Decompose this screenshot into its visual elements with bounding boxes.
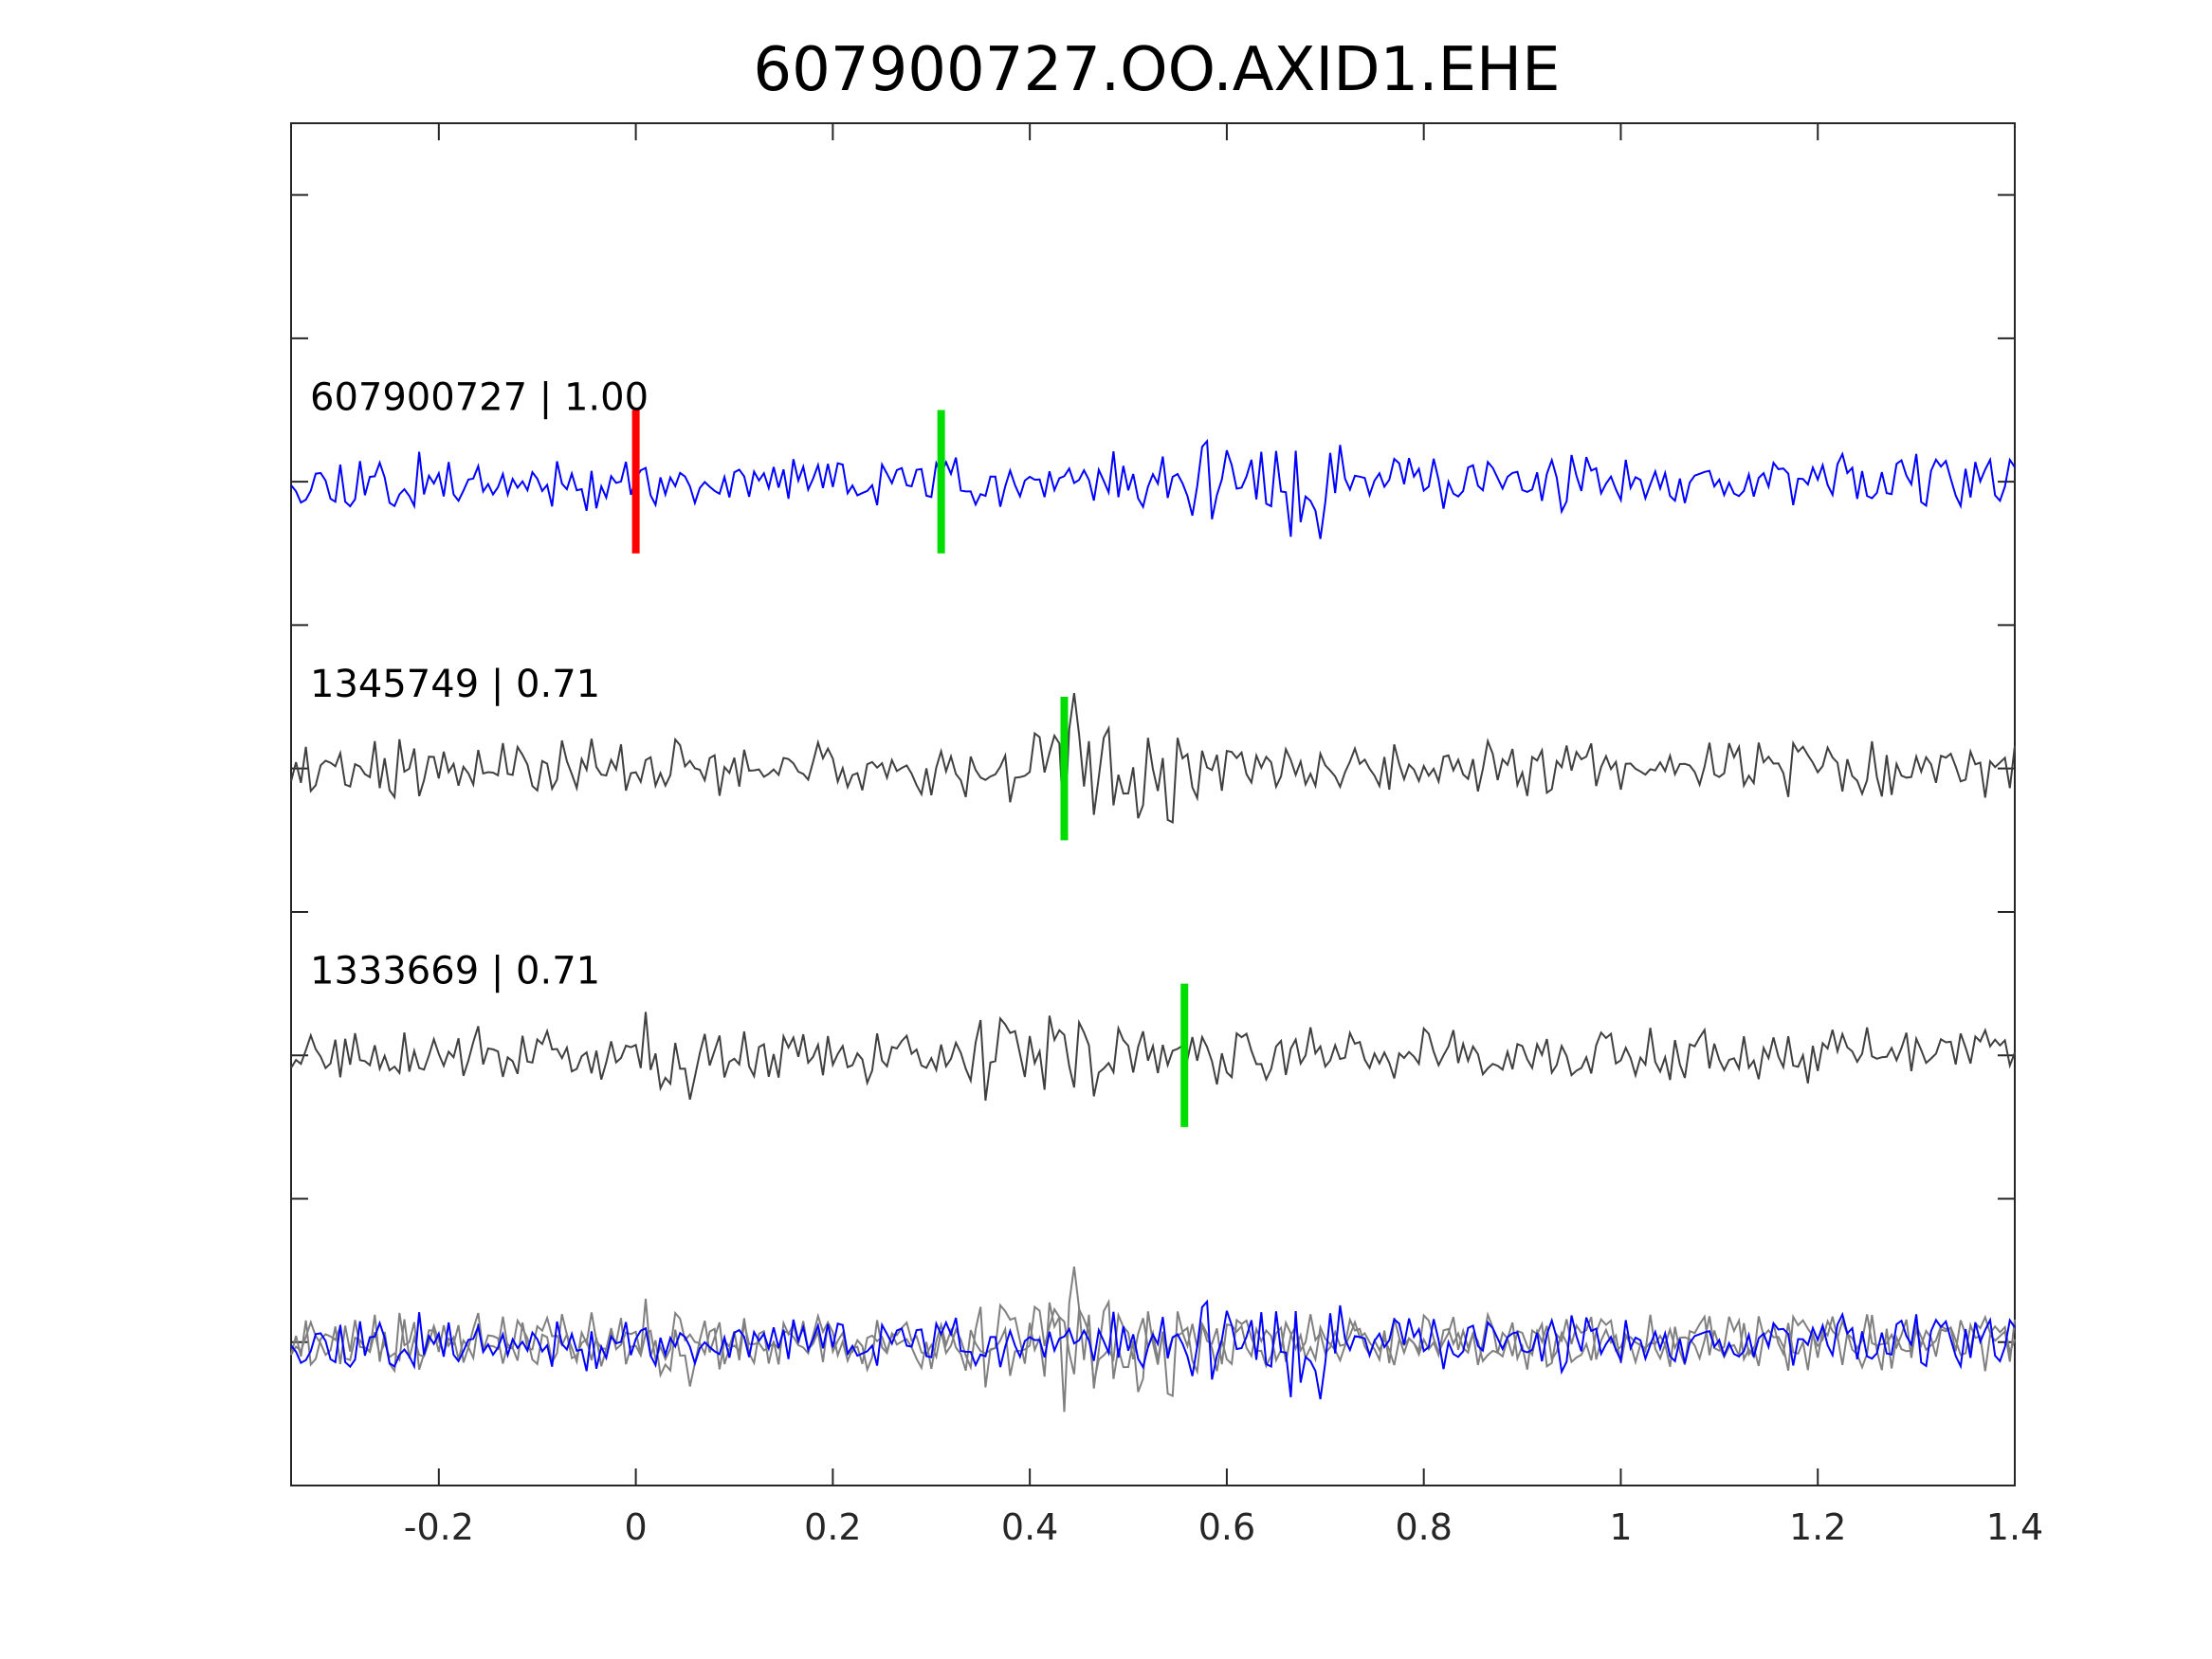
trace-2 <box>290 692 2016 839</box>
chart-title: 607900727.OO.AXID1.EHE <box>753 35 1560 105</box>
trace-label: 1333669 | 0.71 <box>310 950 600 994</box>
trace-label: 1345749 | 0.71 <box>310 663 600 706</box>
x-tick-label: 0.8 <box>1395 1506 1452 1548</box>
x-tick-label: 0.4 <box>1001 1506 1058 1548</box>
x-tick-label: 0.6 <box>1198 1506 1255 1548</box>
x-tick-label: 1 <box>1609 1506 1632 1548</box>
trace-1 <box>290 438 2016 539</box>
trace-3 <box>290 1012 2016 1102</box>
x-tick-label: -0.2 <box>404 1506 474 1548</box>
x-tick-label: 0 <box>625 1506 648 1548</box>
overlay-trace-2 <box>290 1266 2016 1413</box>
x-tick-label: 1.2 <box>1789 1506 1846 1548</box>
x-tick-label: 0.2 <box>804 1506 861 1548</box>
trace-label: 607900727 | 1.00 <box>310 376 649 420</box>
plot-area: -0.2 0 0.2 0.4 0.6 0.8 1 1.2 1.4 607900727 | 1.00… <box>290 122 2043 1548</box>
overlay-trace-1 <box>290 1299 2016 1400</box>
x-tick-label: 1.4 <box>1986 1506 2043 1548</box>
axes-box <box>290 122 2016 1486</box>
